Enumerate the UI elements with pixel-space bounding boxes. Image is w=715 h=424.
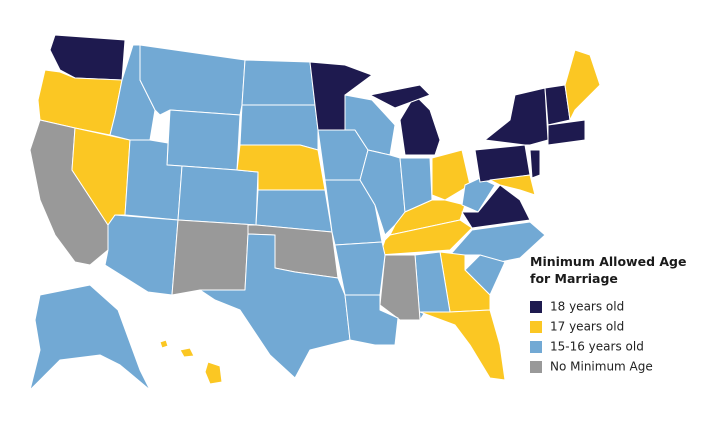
legend-label: 18 years old [550,300,624,314]
state [179,347,195,358]
state [344,294,399,346]
legend-title: Minimum Allowed Age [530,254,686,269]
legend-title: for Marriage [530,271,618,286]
legend: Minimum Allowed Age for Marriage 18 year… [530,254,686,374]
state [334,241,386,296]
legend-label: No Minimum Age [550,360,653,374]
state [139,44,246,116]
state [104,214,179,296]
states [29,34,601,391]
state [484,87,549,146]
state [489,174,536,196]
state [419,309,506,381]
state [166,109,241,171]
state [379,254,421,321]
state [239,104,319,151]
state [529,149,541,179]
legend-swatch [530,341,542,353]
state [461,177,496,213]
legend-swatch [530,321,542,333]
legend-swatch [530,301,542,313]
state [241,59,316,106]
state [369,84,431,109]
state [159,339,169,349]
state [431,149,471,201]
state [564,49,601,121]
state [109,44,156,141]
state [171,219,257,296]
state [177,165,259,226]
legend-label: 17 years old [550,320,624,334]
state [29,284,151,391]
state [461,184,531,229]
legend-swatch [530,361,542,373]
state [204,361,223,385]
state [199,233,351,379]
legend-label: 15-16 years old [550,340,644,354]
state [547,119,586,146]
